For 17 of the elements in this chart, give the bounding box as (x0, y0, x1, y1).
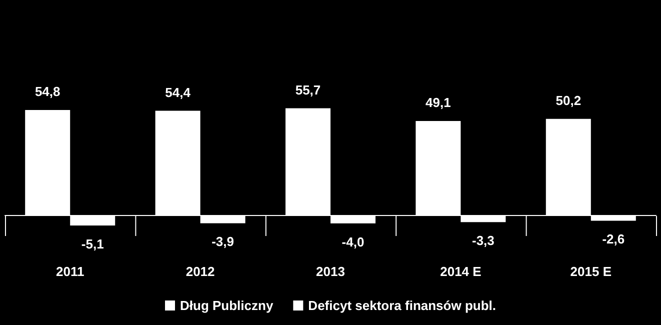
legend-label: Deficyt sektora finansów publ. (308, 298, 496, 313)
data-label: 50,2 (556, 92, 582, 108)
data-label: 55,7 (295, 82, 321, 98)
data-label: 49,1 (426, 95, 451, 110)
data-label: -4,0 (342, 234, 364, 250)
data-label: -3,9 (212, 234, 234, 250)
data-label: 54,4 (165, 84, 192, 100)
x-tick-label: 2011 (56, 264, 84, 279)
data-label: -3,3 (472, 233, 494, 248)
x-tick-label: 2013 (316, 264, 345, 279)
x-tick-label: 2012 (186, 264, 215, 279)
data-label: -5,1 (81, 236, 104, 252)
x-tick-label: 2014 E (440, 264, 482, 279)
data-label: -2,6 (602, 232, 625, 247)
legend-label: Dług Publiczny (180, 298, 274, 313)
x-tick-label: 2015 E (570, 264, 612, 279)
data-label: 54,8 (34, 84, 60, 100)
